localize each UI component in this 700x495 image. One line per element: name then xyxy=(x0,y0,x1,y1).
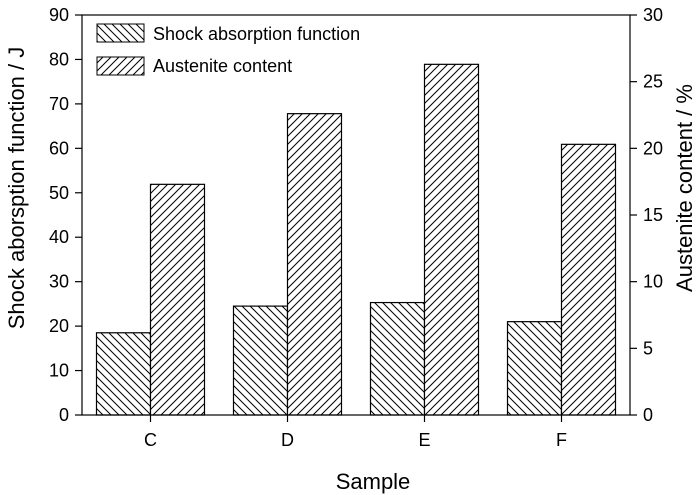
y-right-tick-label: 30 xyxy=(643,5,663,25)
y-right-tick-label: 10 xyxy=(643,272,663,292)
y-left-tick-label: 60 xyxy=(49,138,69,158)
ticks-layer: C D E F 0 10 20 30 40 50 60 70 80 90 0 5 10 15 20 25 30 xyxy=(49,5,663,450)
y-left-tick-label: 70 xyxy=(49,94,69,114)
bar-austenite-f xyxy=(560,143,617,416)
x-tick-label: C xyxy=(144,430,157,450)
y-axis-right-title: Austenite content / % xyxy=(672,84,697,292)
bar-shock-absorption-d xyxy=(232,305,289,416)
legend-swatch-shock-absorption xyxy=(96,23,145,43)
legend: Shock absorption function Austenite cont… xyxy=(96,23,360,76)
y-right-tick-label: 20 xyxy=(643,138,663,158)
y-right-tick-label: 5 xyxy=(643,338,653,358)
y-left-tick-label: 30 xyxy=(49,272,69,292)
bar-shock-absorption-f xyxy=(506,321,563,416)
y-left-tick-label: 10 xyxy=(49,361,69,381)
bar-austenite-e xyxy=(423,63,480,416)
y-left-tick-label: 80 xyxy=(49,49,69,69)
y-left-tick-label: 90 xyxy=(49,5,69,25)
y-left-tick-label: 20 xyxy=(49,316,69,336)
y-right-tick-label: 25 xyxy=(643,72,663,92)
bar-shock-absorption-c xyxy=(95,332,152,416)
y-right-tick-label: 0 xyxy=(643,405,653,425)
bars-layer xyxy=(95,63,617,416)
y-axis-left-title: Shock aborsption function / J xyxy=(4,47,29,330)
legend-label-austenite: Austenite content xyxy=(153,56,292,76)
legend-label-shock-absorption: Shock absorption function xyxy=(153,24,360,44)
x-tick-label: D xyxy=(281,430,294,450)
legend-swatch-austenite xyxy=(96,56,145,76)
bar-austenite-d xyxy=(286,113,343,416)
bar-austenite-c xyxy=(149,183,206,416)
x-axis-title: Sample xyxy=(336,469,411,494)
bar-shock-absorption-e xyxy=(369,301,426,416)
x-tick-label: E xyxy=(418,430,430,450)
y-left-tick-label: 0 xyxy=(59,405,69,425)
y-left-tick-label: 40 xyxy=(49,227,69,247)
x-tick-label: F xyxy=(556,430,567,450)
y-right-tick-label: 15 xyxy=(643,205,663,225)
y-left-tick-label: 50 xyxy=(49,183,69,203)
